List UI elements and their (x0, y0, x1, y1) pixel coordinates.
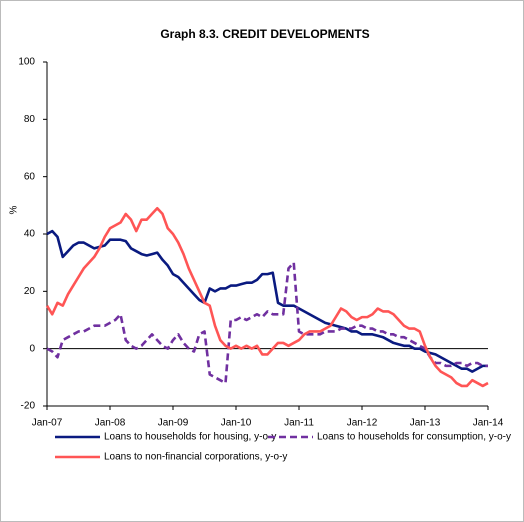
y-tick-label: 0 (29, 343, 35, 354)
y-axis-label: % (9, 205, 20, 214)
x-tick-label: Jan-08 (95, 418, 126, 429)
x-tick-label: Jan-09 (158, 418, 189, 429)
y-tick-label: -20 (21, 401, 36, 412)
x-tick-label: Jan-12 (347, 418, 378, 429)
legend-label: Loans to households for housing, y-o-y (104, 432, 276, 443)
y-tick-label: 80 (24, 114, 36, 125)
series-line (46, 261, 488, 385)
y-tick-label: 40 (24, 229, 36, 240)
x-tick-label: Jan-07 (32, 418, 63, 429)
x-tick-label: Jan-13 (410, 418, 441, 429)
legend-label: Loans to households for consumption, y-o… (317, 432, 511, 443)
x-tick-label: Jan-11 (284, 418, 314, 429)
x-tick-label: Jan-10 (221, 418, 252, 429)
chart-title: Graph 8.3. CREDIT DEVELOPMENTS (160, 27, 369, 41)
series-line (45, 206, 489, 388)
y-tick-label: 20 (24, 286, 36, 297)
y-tick-label: 100 (18, 57, 35, 68)
y-tick-label: 60 (24, 171, 36, 182)
legend-label: Loans to non-financial corporations, y-o… (104, 452, 287, 463)
series-line (46, 229, 488, 373)
x-tick-label: Jan-14 (473, 418, 504, 429)
